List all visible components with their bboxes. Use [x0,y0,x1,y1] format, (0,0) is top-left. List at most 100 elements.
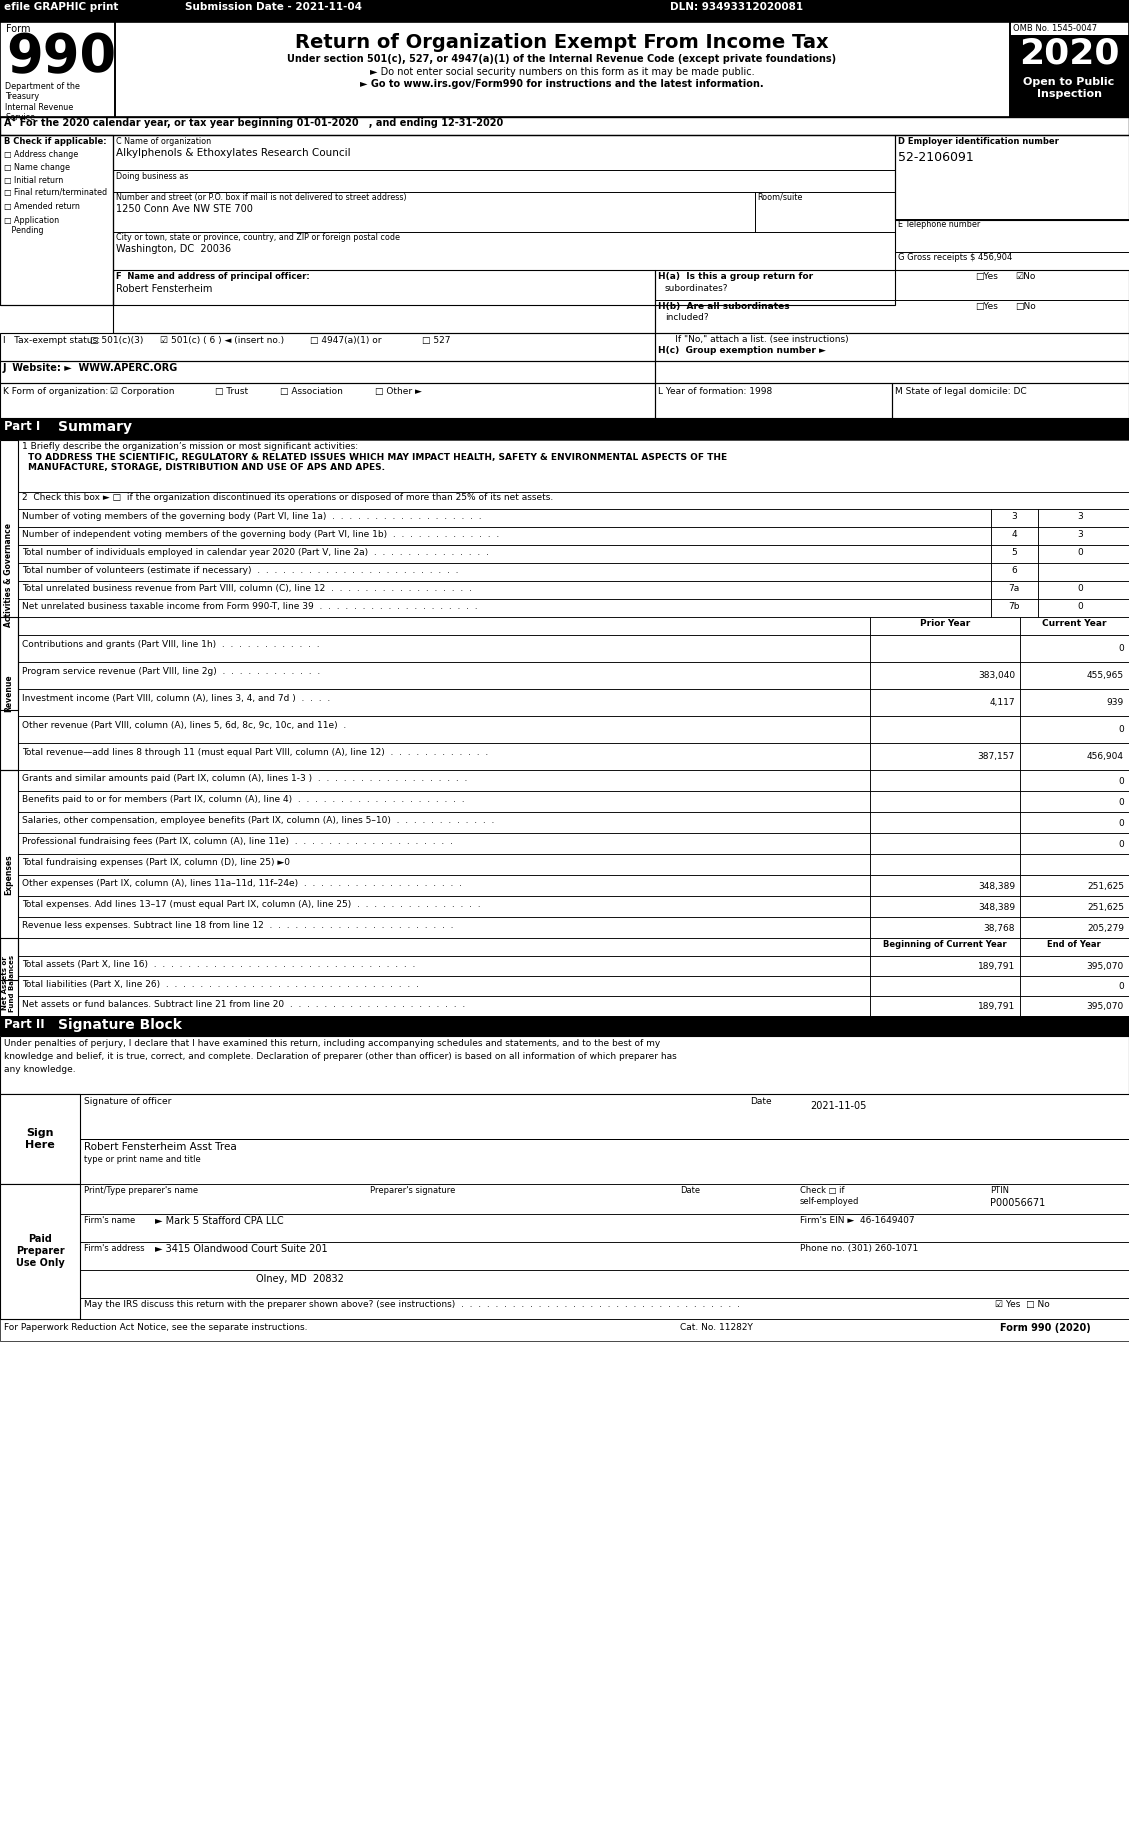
Text: Signature of officer: Signature of officer [84,1096,172,1105]
Bar [18,996,870,1016]
Bar [1019,956,1129,976]
Text: Under penalties of perjury, I declare that I have examined this return, includin: Under penalties of perjury, I declare th… [5,1040,660,1049]
Bar [1019,875,1129,895]
Bar [870,636,1019,661]
Text: □ 527: □ 527 [422,336,450,345]
Bar [870,744,1019,769]
Text: 189,791: 189,791 [978,963,1015,970]
Bar [18,544,991,563]
Bar [870,661,1019,689]
Text: subordinates?: subordinates? [665,283,728,292]
Bar [1010,22,1129,117]
Text: Print/Type preparer's name: Print/Type preparer's name [84,1186,198,1195]
Bar [1038,544,1129,563]
Bar [0,135,113,305]
Text: Beginning of Current Year: Beginning of Current Year [883,941,1007,948]
Bar [80,1138,1129,1184]
Bar [991,581,1038,599]
Bar [870,811,1019,833]
Text: Sign
Here: Sign Here [25,1129,55,1149]
Bar [870,716,1019,744]
Text: Date: Date [680,1186,700,1195]
Text: 0: 0 [1118,776,1124,786]
Bar [1038,581,1129,599]
Text: Under section 501(c), 527, or 4947(a)(1) of the Internal Revenue Code (except pr: Under section 501(c), 527, or 4947(a)(1)… [288,55,837,64]
Text: 52-2106091: 52-2106091 [898,152,973,164]
Text: Number and street (or P.O. box if mail is not delivered to street address): Number and street (or P.O. box if mail i… [116,194,406,203]
Bar [870,875,1019,895]
Bar [0,618,18,769]
Bar [18,491,1129,510]
Text: 456,904: 456,904 [1087,753,1124,762]
Bar [1019,689,1129,716]
Bar [1019,937,1129,956]
Bar [18,526,991,544]
Text: 939: 939 [1106,698,1124,707]
Bar [18,581,991,599]
Text: 990: 990 [6,31,116,82]
Bar [80,1094,1129,1138]
Bar [80,1270,1129,1297]
Bar [18,875,870,895]
Text: Firm's name: Firm's name [84,1217,135,1224]
Text: □ Application
   Pending: □ Application Pending [5,216,59,236]
Text: Preparer's signature: Preparer's signature [370,1186,455,1195]
Bar [1019,853,1129,875]
Bar [18,956,870,976]
Text: DLN: 93493312020081: DLN: 93493312020081 [669,2,803,13]
Text: Other expenses (Part IX, column (A), lines 11a–11d, 11f–24e)  .  .  .  .  .  .  : Other expenses (Part IX, column (A), lin… [21,879,462,888]
Text: ► Mark 5 Stafford CPA LLC: ► Mark 5 Stafford CPA LLC [155,1217,283,1226]
Text: TO ADDRESS THE SCIENTIFIC, REGULATORY & RELATED ISSUES WHICH MAY IMPACT HEALTH, : TO ADDRESS THE SCIENTIFIC, REGULATORY & … [28,453,727,462]
Text: H(a)  Is this a group return for: H(a) Is this a group return for [658,272,813,281]
Text: C Name of organization: C Name of organization [116,137,211,146]
Bar [870,618,1019,636]
Text: Total revenue—add lines 8 through 11 (must equal Part VIII, column (A), line 12): Total revenue—add lines 8 through 11 (mu… [21,747,488,756]
Bar [18,716,870,744]
Bar [18,769,870,791]
Text: Number of voting members of the governing body (Part VI, line 1a)  .  .  .  .  .: Number of voting members of the governin… [21,512,482,521]
Text: 3: 3 [1012,512,1017,521]
Text: 3: 3 [1077,512,1083,521]
Text: Open to Public
Inspection: Open to Public Inspection [1023,77,1114,99]
Bar [655,333,1129,362]
Text: P00056671: P00056671 [990,1199,1045,1208]
Text: Net assets or fund balances. Subtract line 21 from line 20  .  .  .  .  .  .  . : Net assets or fund balances. Subtract li… [21,999,465,1009]
Text: Total expenses. Add lines 13–17 (must equal Part IX, column (A), line 25)  .  . : Total expenses. Add lines 13–17 (must eq… [21,901,481,910]
Text: Contributions and grants (Part VIII, line 1h)  .  .  .  .  .  .  .  .  .  .  .  : Contributions and grants (Part VIII, lin… [21,639,320,649]
Text: Phone no. (301) 260-1071: Phone no. (301) 260-1071 [800,1244,918,1253]
Bar [991,510,1038,526]
Bar [18,689,870,716]
Bar [870,689,1019,716]
Bar [0,0,1129,22]
Text: End of Year: End of Year [1047,941,1101,948]
Bar [870,996,1019,1016]
Text: 205,279: 205,279 [1087,924,1124,934]
Bar [870,769,1019,791]
Text: 348,389: 348,389 [978,903,1015,912]
Text: Department of the
Treasury
Internal Revenue
Service: Department of the Treasury Internal Reve… [5,82,80,122]
Text: 0: 0 [1118,818,1124,828]
Text: Olney, MD  20832: Olney, MD 20832 [256,1273,344,1284]
Bar [18,976,870,996]
Text: Washington, DC  20036: Washington, DC 20036 [116,245,231,254]
Bar [870,976,1019,996]
Text: 5: 5 [1012,548,1017,557]
Text: Signature Block: Signature Block [58,1018,182,1032]
Text: Total number of volunteers (estimate if necessary)  .  .  .  .  .  .  .  .  .  .: Total number of volunteers (estimate if … [21,566,458,576]
Text: ► Go to www.irs.gov/Form990 for instructions and the latest information.: ► Go to www.irs.gov/Form990 for instruct… [360,79,764,90]
Bar [1019,744,1129,769]
Bar [0,769,18,979]
Text: 38,768: 38,768 [983,924,1015,934]
Bar [1019,917,1129,937]
Bar [870,917,1019,937]
Bar [113,270,655,333]
Text: Total fundraising expenses (Part IX, column (D), line 25) ►0: Total fundraising expenses (Part IX, col… [21,859,290,868]
Bar [1010,71,1129,117]
Bar [18,618,870,636]
Text: 0: 0 [1118,798,1124,808]
Text: Revenue less expenses. Subtract line 18 from line 12  .  .  .  .  .  .  .  .  . : Revenue less expenses. Subtract line 18 … [21,921,454,930]
Text: Firm's address: Firm's address [84,1244,145,1253]
Text: Check □ if: Check □ if [800,1186,844,1195]
Bar [870,833,1019,853]
Bar [18,811,870,833]
